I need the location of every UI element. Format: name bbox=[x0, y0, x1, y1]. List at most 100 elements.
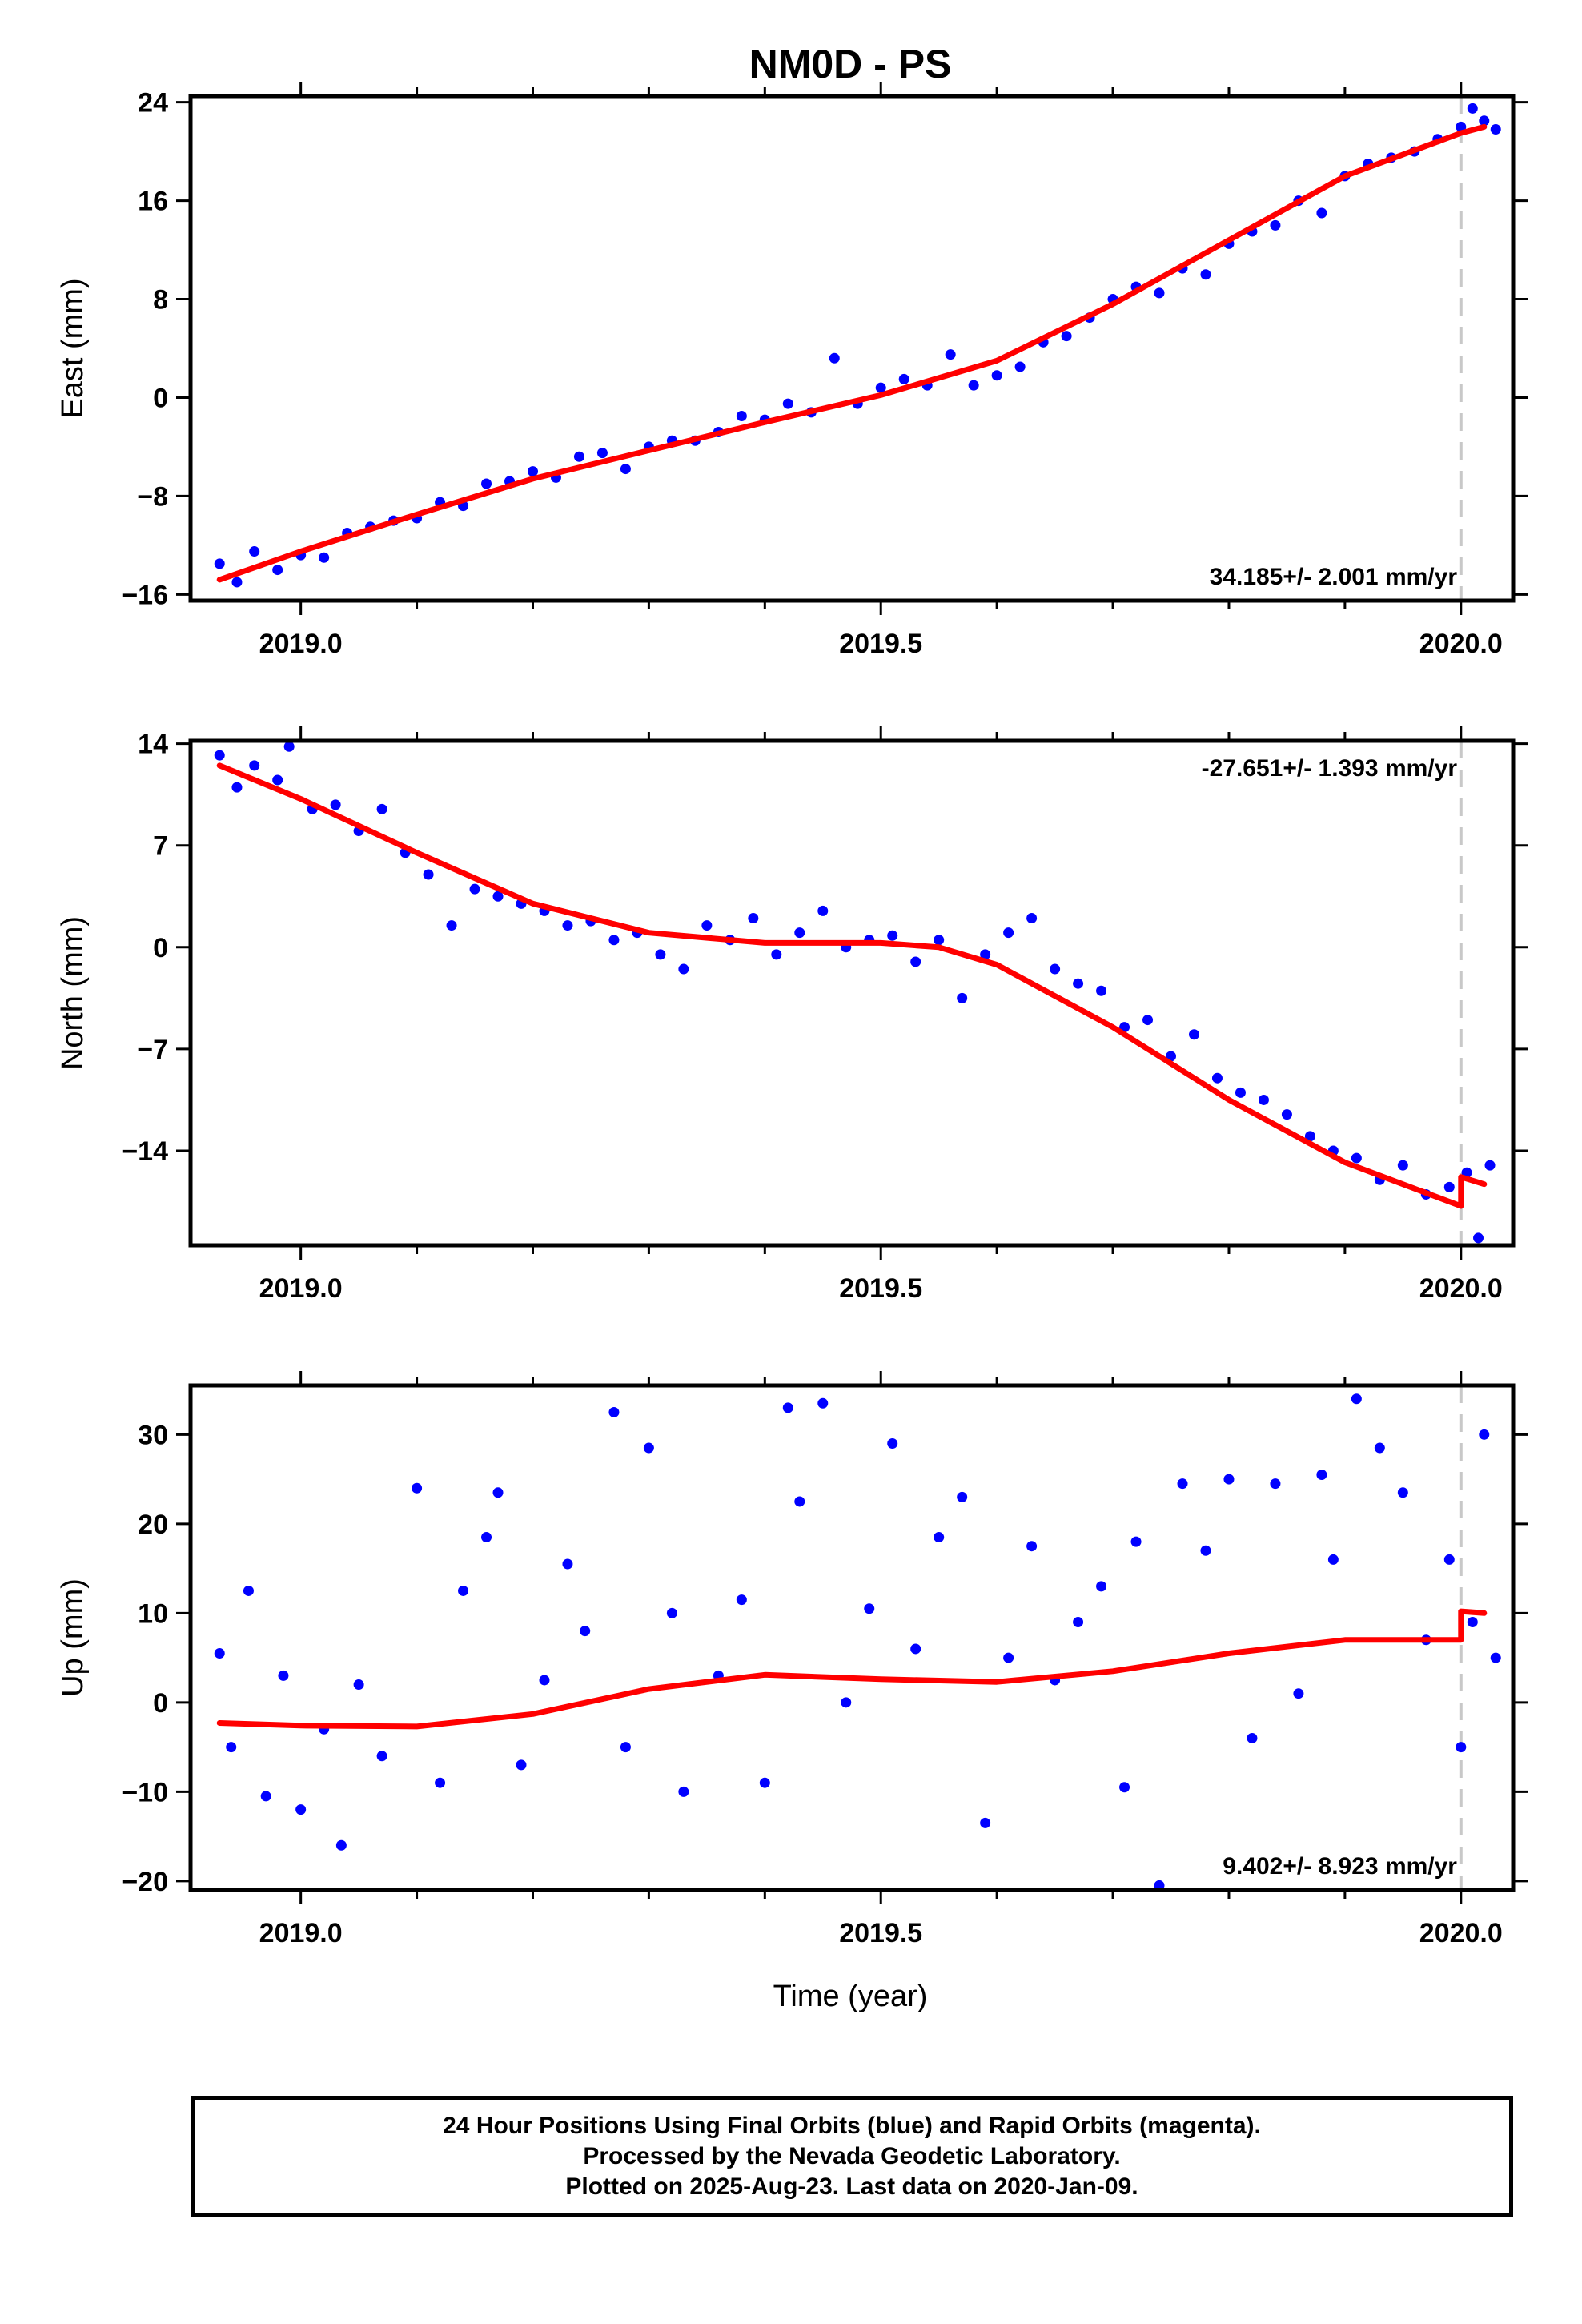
east-rate-label: 34.185+/- 2.001 mm/yr bbox=[1210, 564, 1458, 590]
east-x-tick-label: 2019.5 bbox=[839, 629, 922, 659]
east-data-point bbox=[573, 451, 584, 462]
up-data-point bbox=[1397, 1487, 1408, 1498]
east-data-point bbox=[898, 373, 909, 384]
north-y-tick-label: 7 bbox=[153, 831, 168, 862]
up-data-point bbox=[1351, 1393, 1362, 1405]
up-data-point bbox=[243, 1585, 254, 1596]
up-y-tick-label: −10 bbox=[122, 1777, 168, 1807]
north-data-point bbox=[1484, 1160, 1496, 1171]
east-data-point bbox=[1061, 331, 1072, 342]
north-data-point bbox=[330, 799, 341, 810]
up-y-axis-label: Up (mm) bbox=[56, 1578, 90, 1697]
up-data-point bbox=[1374, 1442, 1385, 1454]
north-data-point bbox=[1443, 1181, 1455, 1192]
east-data-point bbox=[1270, 219, 1281, 231]
north-data-point bbox=[748, 912, 759, 923]
up-data-point bbox=[435, 1777, 446, 1788]
up-data-point bbox=[1293, 1688, 1304, 1699]
up-data-point bbox=[736, 1594, 747, 1606]
east-data-point bbox=[620, 464, 631, 475]
north-x-tick-label: 2019.5 bbox=[839, 1273, 922, 1304]
up-data-point bbox=[643, 1442, 654, 1454]
up-data-point bbox=[1327, 1554, 1339, 1565]
north-data-point bbox=[214, 750, 225, 761]
north-data-point bbox=[701, 920, 713, 931]
up-data-point bbox=[1316, 1470, 1327, 1481]
up-data-point bbox=[1490, 1652, 1501, 1663]
east-data-point bbox=[1154, 287, 1165, 299]
up-data-point bbox=[1270, 1478, 1281, 1490]
up-data-point bbox=[782, 1402, 793, 1413]
up-data-point bbox=[817, 1397, 829, 1409]
north-data-point bbox=[492, 891, 504, 902]
east-data-point bbox=[968, 380, 979, 391]
east-data-point bbox=[782, 398, 793, 409]
up-data-point bbox=[562, 1558, 573, 1570]
up-data-point bbox=[666, 1607, 677, 1618]
up-data-point bbox=[278, 1670, 289, 1681]
east-data-point bbox=[249, 546, 260, 557]
east-data-point bbox=[1014, 361, 1026, 372]
north-data-point bbox=[1258, 1094, 1269, 1105]
up-data-point bbox=[226, 1742, 237, 1753]
up-data-point bbox=[1443, 1554, 1455, 1565]
up-data-point bbox=[841, 1697, 852, 1708]
east-frame bbox=[188, 94, 1516, 603]
up-data-point bbox=[1003, 1652, 1014, 1663]
north-y-tick-label: −7 bbox=[137, 1035, 168, 1065]
north-data-point bbox=[1473, 1232, 1484, 1244]
up-data-point bbox=[1200, 1545, 1211, 1556]
east-data-point bbox=[272, 565, 283, 576]
north-data-point bbox=[1003, 927, 1014, 939]
north-data-point bbox=[231, 782, 243, 793]
east-model-line bbox=[216, 123, 1488, 583]
east-data-point bbox=[527, 466, 538, 477]
up-data-point bbox=[580, 1626, 591, 1637]
north-rate-label: -27.651+/- 1.393 mm/yr bbox=[1202, 755, 1458, 782]
up-data-point bbox=[1467, 1616, 1478, 1627]
up-frame bbox=[188, 1383, 1516, 1892]
up-data-point bbox=[759, 1777, 770, 1788]
north-data-point bbox=[283, 741, 295, 752]
footer-line-2: Processed by the Nevada Geodetic Laborat… bbox=[583, 2143, 1121, 2169]
north-panel: −14 −7 0 7 14 2019.0 2019.5 2020.0 North (mm) -27… bbox=[56, 726, 1528, 1304]
up-data-point bbox=[620, 1742, 631, 1753]
north-y-tick-label: 0 bbox=[153, 933, 168, 963]
north-data-point bbox=[887, 930, 898, 941]
east-x-tick-label: 2020.0 bbox=[1419, 629, 1503, 659]
up-data-point bbox=[794, 1496, 805, 1507]
east-y-tick-label: 24 bbox=[138, 88, 168, 119]
north-data-point bbox=[1073, 978, 1084, 989]
east-data-point bbox=[214, 558, 225, 569]
up-data-point bbox=[376, 1751, 387, 1762]
north-data-point bbox=[1235, 1087, 1246, 1098]
east-panel: −16 −8 0 8 16 24 2019.0 2019.5 2020.0 East (mm) 34… bbox=[56, 82, 1528, 659]
east-data-point bbox=[1200, 269, 1211, 280]
up-data-point bbox=[957, 1491, 968, 1502]
up-data-point bbox=[412, 1482, 423, 1494]
north-data-point bbox=[817, 905, 829, 916]
east-data-point bbox=[945, 349, 956, 360]
north-data-point bbox=[1096, 985, 1107, 996]
north-data-point bbox=[446, 920, 457, 931]
north-x-tick-label: 2019.0 bbox=[259, 1273, 343, 1304]
up-data-point bbox=[1247, 1732, 1258, 1743]
up-data-point bbox=[1026, 1541, 1038, 1552]
north-data-point bbox=[608, 935, 620, 946]
up-data-point bbox=[678, 1786, 689, 1797]
east-data-point bbox=[1479, 115, 1490, 127]
up-data-point bbox=[1456, 1742, 1467, 1753]
up-data-point bbox=[539, 1675, 550, 1686]
up-data-point bbox=[1096, 1581, 1107, 1592]
up-data-point bbox=[1119, 1782, 1130, 1793]
chart-title: NM0D - PS bbox=[749, 42, 952, 86]
east-y-tick-label: −8 bbox=[137, 481, 168, 512]
north-data-point bbox=[1304, 1131, 1315, 1142]
north-frame bbox=[188, 738, 1516, 1248]
up-panel: −20 −10 0 10 20 30 2019.0 2019.5 2020.0 Up (mm) 9.… bbox=[56, 1371, 1528, 1948]
up-data-point bbox=[335, 1839, 347, 1851]
north-data-point bbox=[1050, 963, 1061, 975]
east-data-point bbox=[991, 370, 1002, 381]
east-data-point bbox=[231, 577, 243, 588]
